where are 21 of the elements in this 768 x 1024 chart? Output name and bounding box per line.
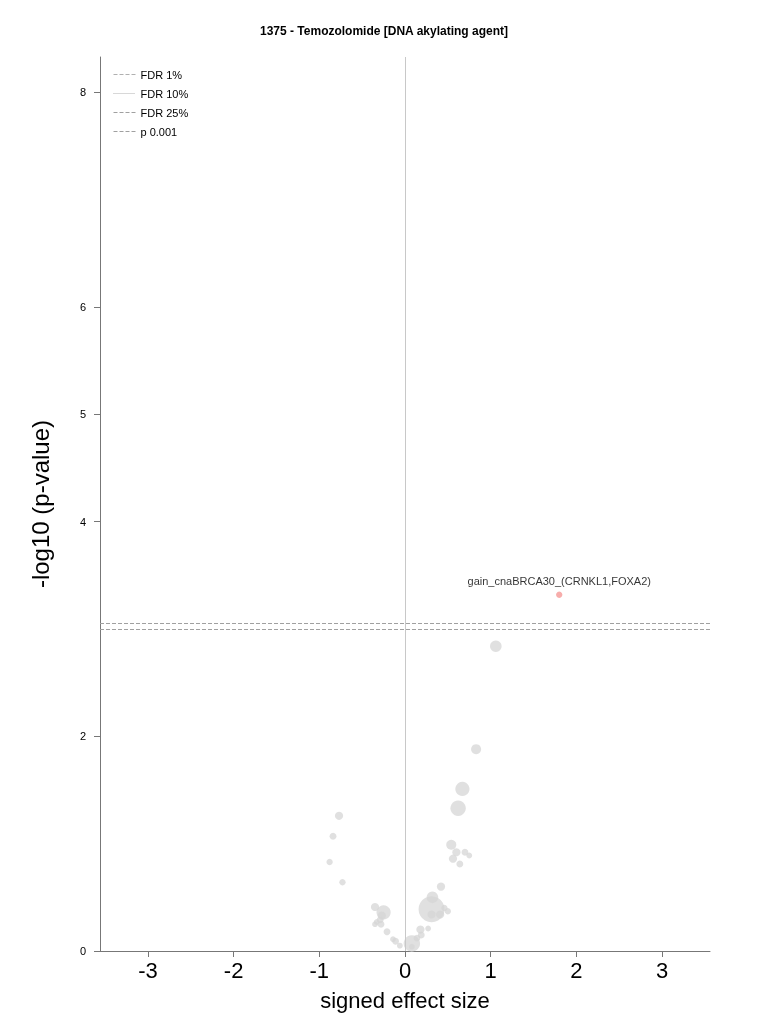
- x-tick-label: -1: [309, 957, 330, 983]
- x-axis-title: signed effect size: [320, 987, 490, 1013]
- x-tick-label: -2: [223, 957, 244, 983]
- text: FDR 1%: [140, 68, 183, 81]
- x-tick-label: 3: [655, 957, 669, 983]
- chart-title: 1375 - Temozolomide [DNA akylating agent]: [259, 24, 509, 38]
- y-tick-label: 4: [79, 515, 86, 528]
- legend-label: p 0.001: [140, 125, 178, 138]
- y-tick-label: 2: [79, 730, 86, 743]
- y-tick-label: 5: [79, 408, 86, 421]
- y-tick-label: 0: [79, 945, 86, 957]
- x-tick-label: -3: [138, 957, 158, 983]
- x-tick-label: 2: [570, 957, 583, 983]
- annotation: gain_cnaBRCA30_(CRNKL1,FOXA2): [467, 575, 651, 588]
- legend-label: FDR 25%: [140, 106, 189, 119]
- y-axis-title: -log10 (p-value): [26, 419, 54, 589]
- x-tick-label: 1: [484, 957, 497, 983]
- x-tick-label: 0: [398, 957, 412, 983]
- y-tick-label: 6: [79, 301, 86, 314]
- text: FDR 10%: [140, 87, 189, 100]
- y-tick-label: 8: [79, 86, 86, 99]
